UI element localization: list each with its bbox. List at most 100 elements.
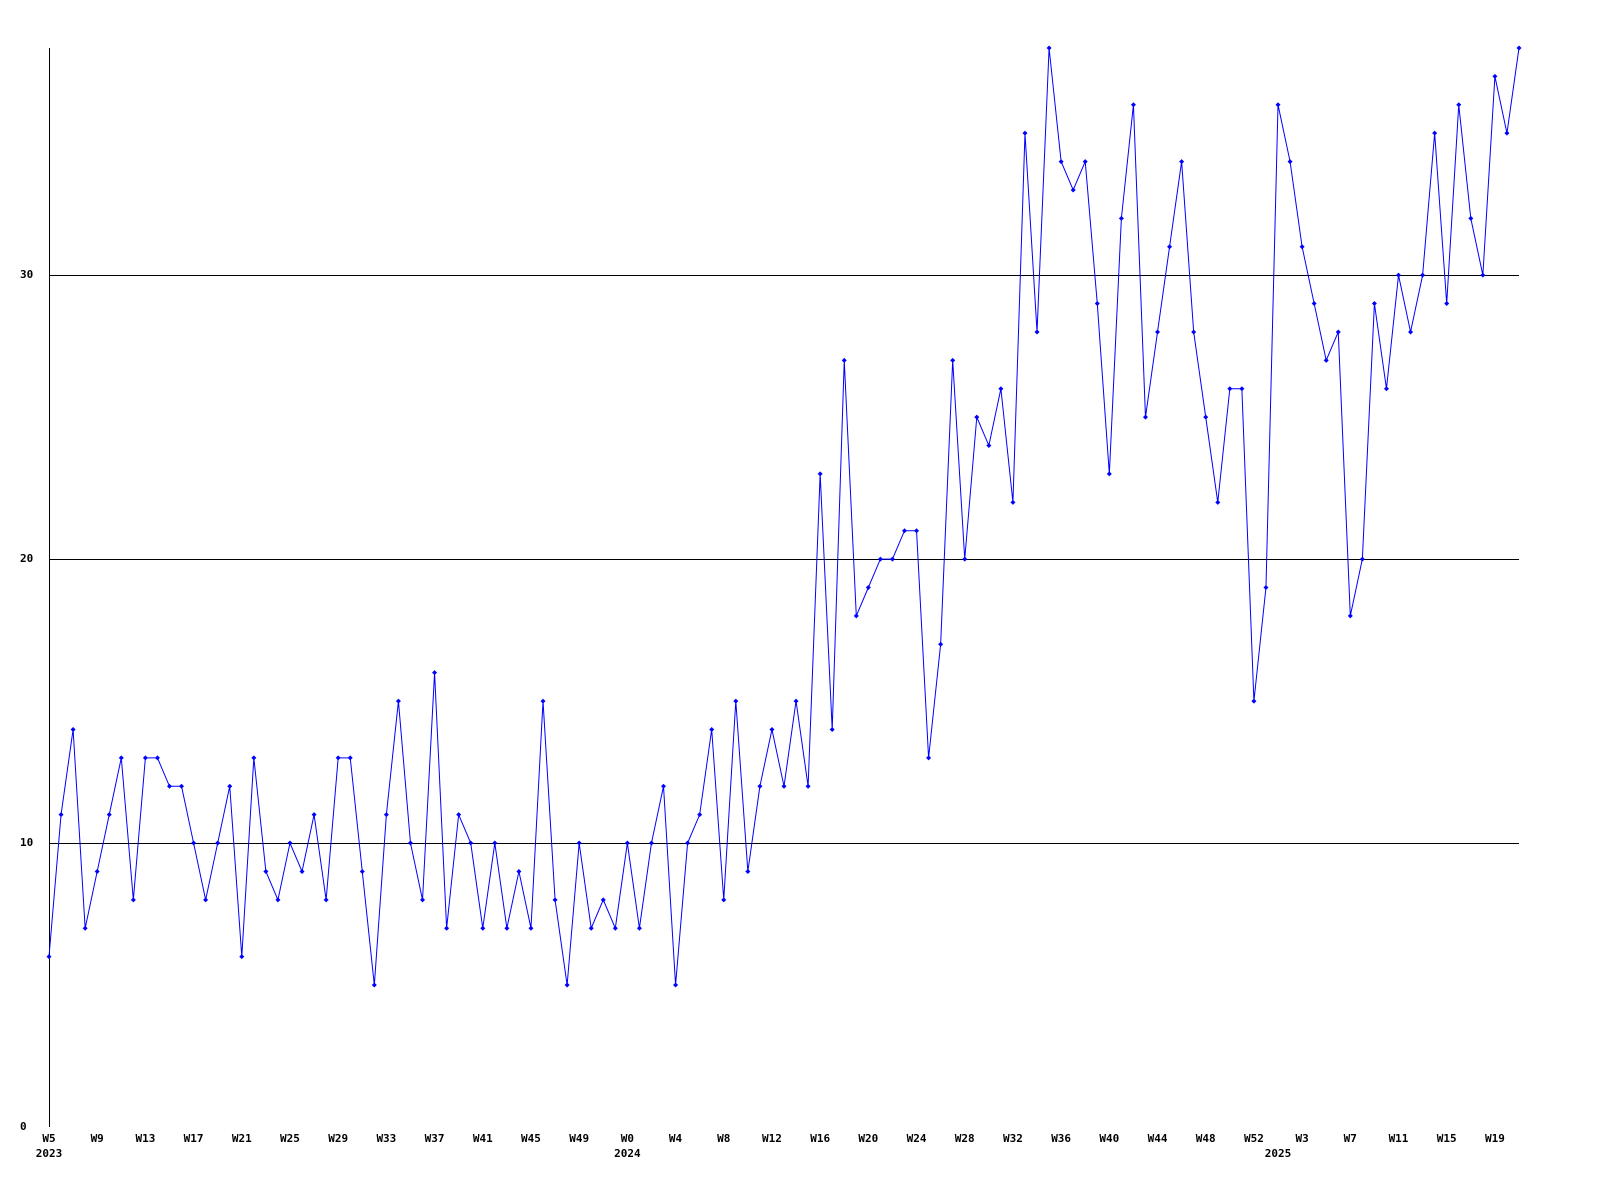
- point-marker: [1034, 329, 1040, 335]
- point-marker: [817, 471, 823, 477]
- x-tick-label: W32: [1003, 1132, 1023, 1145]
- point-marker: [540, 698, 546, 704]
- point-marker: [142, 755, 148, 761]
- point-marker: [661, 783, 667, 789]
- point-marker: [118, 755, 124, 761]
- point-marker: [564, 982, 570, 988]
- point-marker: [1335, 329, 1341, 335]
- point-marker: [227, 783, 233, 789]
- x-tick-label: W16: [810, 1132, 830, 1145]
- x-tick-label: W11: [1389, 1132, 1409, 1145]
- point-marker: [1432, 130, 1438, 136]
- x-tick-label: W9: [91, 1132, 104, 1145]
- point-marker: [1155, 329, 1161, 335]
- point-marker: [82, 925, 88, 931]
- point-marker: [612, 925, 618, 931]
- x-tick-label: W19: [1485, 1132, 1505, 1145]
- point-marker: [456, 812, 462, 818]
- point-marker: [1191, 329, 1197, 335]
- point-marker: [432, 670, 438, 676]
- x-tick-label: W28: [955, 1132, 975, 1145]
- point-marker: [1058, 159, 1064, 165]
- point-marker: [673, 982, 679, 988]
- point-marker: [383, 812, 389, 818]
- x-tick-label: W5: [42, 1132, 55, 1145]
- x-tick-label: W37: [425, 1132, 445, 1145]
- point-marker: [1022, 130, 1028, 136]
- point-marker: [347, 755, 353, 761]
- point-marker: [1504, 130, 1510, 136]
- point-marker: [926, 755, 932, 761]
- point-marker: [1287, 159, 1293, 165]
- point-marker: [1468, 215, 1474, 221]
- point-marker: [1251, 698, 1257, 704]
- point-marker: [1227, 386, 1233, 392]
- point-marker: [154, 755, 160, 761]
- point-marker: [287, 840, 293, 846]
- point-marker: [516, 868, 522, 874]
- point-marker: [444, 925, 450, 931]
- x-tick-label: W17: [184, 1132, 204, 1145]
- point-marker: [1299, 244, 1305, 250]
- point-marker: [1323, 357, 1329, 363]
- x-tick-label: W15: [1437, 1132, 1457, 1145]
- point-marker: [1420, 272, 1426, 278]
- point-marker: [1444, 301, 1450, 307]
- point-marker: [1142, 414, 1148, 420]
- point-marker: [877, 556, 883, 562]
- x-year-label: 2024: [614, 1147, 641, 1160]
- x-tick-label: W48: [1196, 1132, 1216, 1145]
- point-marker: [1275, 102, 1281, 108]
- point-marker: [938, 641, 944, 647]
- point-marker: [106, 812, 112, 818]
- point-marker: [1215, 499, 1221, 505]
- point-marker: [576, 840, 582, 846]
- x-tick-label: W25: [280, 1132, 300, 1145]
- point-marker: [191, 840, 197, 846]
- point-marker: [1492, 73, 1498, 79]
- x-tick-label: W29: [328, 1132, 348, 1145]
- point-marker: [263, 868, 269, 874]
- point-marker: [215, 840, 221, 846]
- point-marker: [624, 840, 630, 846]
- point-marker: [829, 726, 835, 732]
- point-marker: [889, 556, 895, 562]
- point-marker: [407, 840, 413, 846]
- point-marker: [793, 698, 799, 704]
- point-marker: [974, 414, 980, 420]
- point-marker: [648, 840, 654, 846]
- point-marker: [58, 812, 64, 818]
- x-tick-label: W33: [376, 1132, 396, 1145]
- point-marker: [311, 812, 317, 818]
- x-tick-label: W36: [1051, 1132, 1071, 1145]
- point-marker: [1082, 159, 1088, 165]
- point-marker: [962, 556, 968, 562]
- point-marker: [504, 925, 510, 931]
- point-marker: [1383, 386, 1389, 392]
- point-marker: [359, 868, 365, 874]
- point-marker: [950, 357, 956, 363]
- point-marker: [636, 925, 642, 931]
- point-marker: [552, 897, 558, 903]
- x-tick-label: W44: [1148, 1132, 1168, 1145]
- point-marker: [480, 925, 486, 931]
- point-marker: [685, 840, 691, 846]
- point-marker: [1311, 301, 1317, 307]
- point-marker: [1203, 414, 1209, 420]
- x-tick-label: W45: [521, 1132, 541, 1145]
- y-tick-label: 10: [20, 836, 33, 849]
- point-marker: [1396, 272, 1402, 278]
- point-marker: [1263, 585, 1269, 590]
- point-marker: [179, 783, 185, 789]
- point-marker: [70, 726, 76, 732]
- point-marker: [1130, 102, 1136, 108]
- point-marker: [733, 698, 739, 704]
- x-tick-label: W49: [569, 1132, 589, 1145]
- point-marker: [323, 897, 329, 903]
- x-year-label: 2023: [36, 1147, 63, 1160]
- point-marker: [492, 840, 498, 846]
- point-marker: [1371, 301, 1377, 307]
- point-marker: [757, 783, 763, 789]
- point-marker: [1167, 244, 1173, 250]
